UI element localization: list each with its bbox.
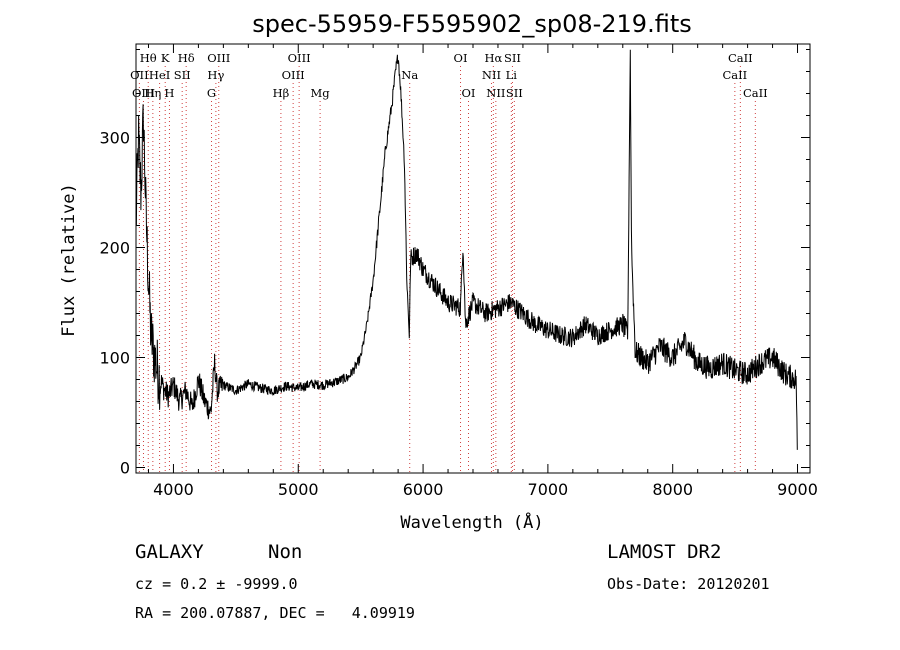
spectral-line-label: NII — [486, 86, 505, 100]
spectral-line-markers — [138, 66, 756, 473]
spectral-line-label: Hβ — [273, 86, 290, 100]
redshift-readout: cz = 0.2 ± -9999.0 — [135, 575, 298, 593]
spectrum-line — [135, 49, 798, 450]
spectral-line-label: Na — [401, 68, 418, 82]
spectral-line-label: Hα — [484, 51, 502, 65]
spectral-line-label: Hθ — [140, 51, 157, 65]
y-tick-label: 200 — [99, 239, 130, 258]
spectral-line-label: OI — [462, 86, 476, 100]
chart-title: spec-55959-F5595902_sp08-219.fits — [252, 10, 691, 38]
spectral-line-label: CaII — [743, 86, 768, 100]
x-tick-label: 7000 — [528, 480, 569, 499]
spectral-line-label: G — [207, 86, 216, 100]
observation-date: Obs-Date: 20120201 — [607, 575, 770, 593]
spectral-line-label: OIII — [282, 68, 305, 82]
object-subclass: Non — [268, 541, 303, 563]
spectral-line-label: Hη — [144, 86, 161, 100]
x-axis-label: Wavelength (Å) — [400, 511, 543, 533]
spectral-line-label: Mg — [311, 86, 331, 100]
x-tick-label: 9000 — [777, 480, 818, 499]
spectral-line-label: Hγ — [207, 68, 224, 82]
spectral-line-label: Li — [506, 68, 518, 82]
spectral-line-label: H — [164, 86, 174, 100]
spectral-line-label: CaII — [728, 51, 753, 65]
y-axis-label: Flux (relative) — [59, 183, 79, 337]
x-tick-label: 4000 — [153, 480, 194, 499]
object-class: GALAXY — [135, 541, 204, 563]
spectral-line-label: SII — [174, 68, 191, 82]
x-tick-label: 6000 — [403, 480, 444, 499]
spectral-line-label: CaII — [722, 68, 747, 82]
y-tick-label: 0 — [120, 459, 130, 478]
survey-name: LAMOST DR2 — [607, 541, 722, 563]
spectral-line-label: Hδ — [178, 51, 195, 65]
spectral-line-label: NII — [482, 68, 501, 82]
spectral-line-label: K — [161, 51, 170, 65]
spectral-line-labels: HθOIIOIIIHηHeIKHSIIHδGHγOIIIHβOIIIOIIIMg… — [130, 51, 768, 100]
spectral-line-label: SII — [506, 86, 523, 100]
spectral-line-label: OIII — [132, 86, 155, 100]
x-axis-ticks: 4000 5000 6000 7000 8000 9000 — [147, 44, 818, 499]
coordinates-readout: RA = 200.07887, DEC = 4.09919 — [135, 604, 415, 622]
x-tick-label: 8000 — [652, 480, 693, 499]
spectral-line-label: SII — [504, 51, 521, 65]
plot-frame — [135, 43, 811, 474]
spectral-line-label: OII — [130, 68, 149, 82]
spectral-line-label: HeI — [149, 68, 170, 82]
spectral-line-label: OIII — [288, 51, 311, 65]
y-tick-label: 100 — [99, 349, 130, 368]
y-axis-ticks: 0 100 200 300 — [99, 49, 810, 478]
y-tick-label: 300 — [99, 129, 130, 148]
spectral-line-label: OIII — [207, 51, 230, 65]
spectral-line-label: OI — [454, 51, 468, 65]
x-tick-label: 5000 — [278, 480, 319, 499]
